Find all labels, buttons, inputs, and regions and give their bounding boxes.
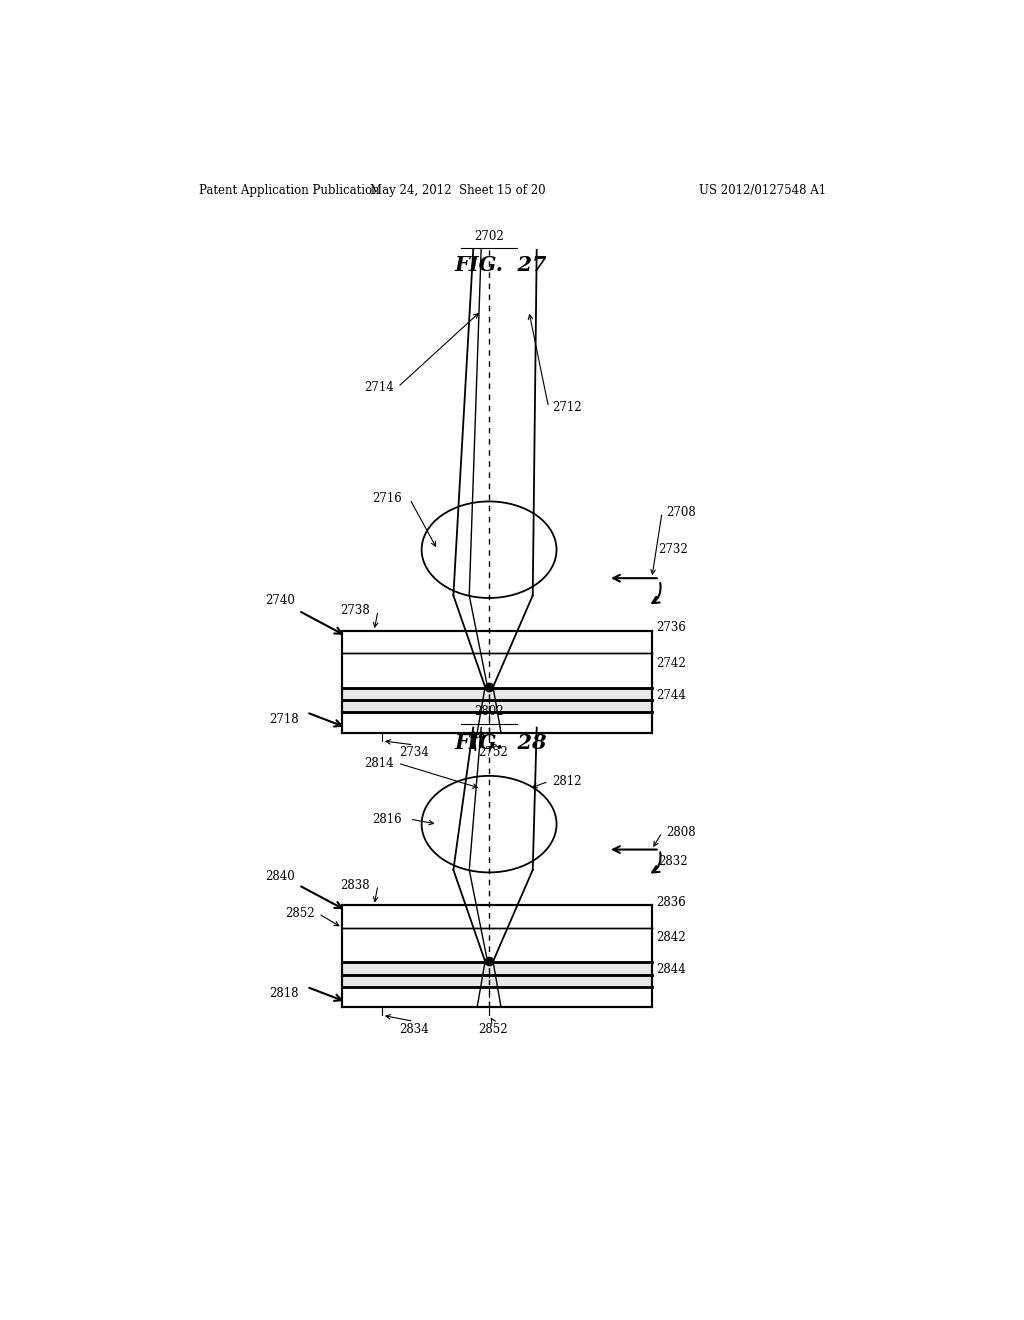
Text: 2818: 2818 <box>269 987 299 1001</box>
Text: 2742: 2742 <box>655 657 685 671</box>
Text: 2814: 2814 <box>365 756 394 770</box>
Text: 2838: 2838 <box>340 879 370 891</box>
Text: 2834: 2834 <box>398 1023 429 1036</box>
Text: 2812: 2812 <box>553 775 582 788</box>
Text: May 24, 2012  Sheet 15 of 20: May 24, 2012 Sheet 15 of 20 <box>370 185 545 198</box>
Text: 2718: 2718 <box>269 713 299 726</box>
Text: 2840: 2840 <box>265 870 295 883</box>
Text: 2744: 2744 <box>655 689 686 701</box>
Text: US 2012/0127548 A1: US 2012/0127548 A1 <box>699 185 826 198</box>
Text: 2716: 2716 <box>372 492 401 506</box>
Text: 2836: 2836 <box>655 896 685 909</box>
Bar <box>342 962 652 987</box>
Text: 2702: 2702 <box>474 230 504 243</box>
Text: Patent Application Publication: Patent Application Publication <box>200 185 380 198</box>
Text: 2816: 2816 <box>372 813 401 825</box>
Text: 2752: 2752 <box>478 747 508 759</box>
Text: 2738: 2738 <box>340 605 370 618</box>
Text: 2734: 2734 <box>398 747 429 759</box>
Bar <box>342 688 652 713</box>
Text: 2832: 2832 <box>658 855 688 869</box>
Text: 2714: 2714 <box>365 380 394 393</box>
Text: 2844: 2844 <box>655 964 685 975</box>
Text: 2852: 2852 <box>478 1023 508 1036</box>
Text: 2736: 2736 <box>655 622 686 635</box>
Text: 2740: 2740 <box>265 594 295 607</box>
Text: 2802: 2802 <box>474 705 504 718</box>
Text: 2712: 2712 <box>553 401 583 414</box>
Text: 2852: 2852 <box>285 907 314 920</box>
Text: 2708: 2708 <box>666 506 696 519</box>
Text: 2808: 2808 <box>666 826 695 838</box>
Text: 2842: 2842 <box>655 932 685 945</box>
Text: 2732: 2732 <box>658 544 688 556</box>
Text: FIG.  27: FIG. 27 <box>455 255 547 275</box>
Text: FIG.  28: FIG. 28 <box>455 733 547 752</box>
